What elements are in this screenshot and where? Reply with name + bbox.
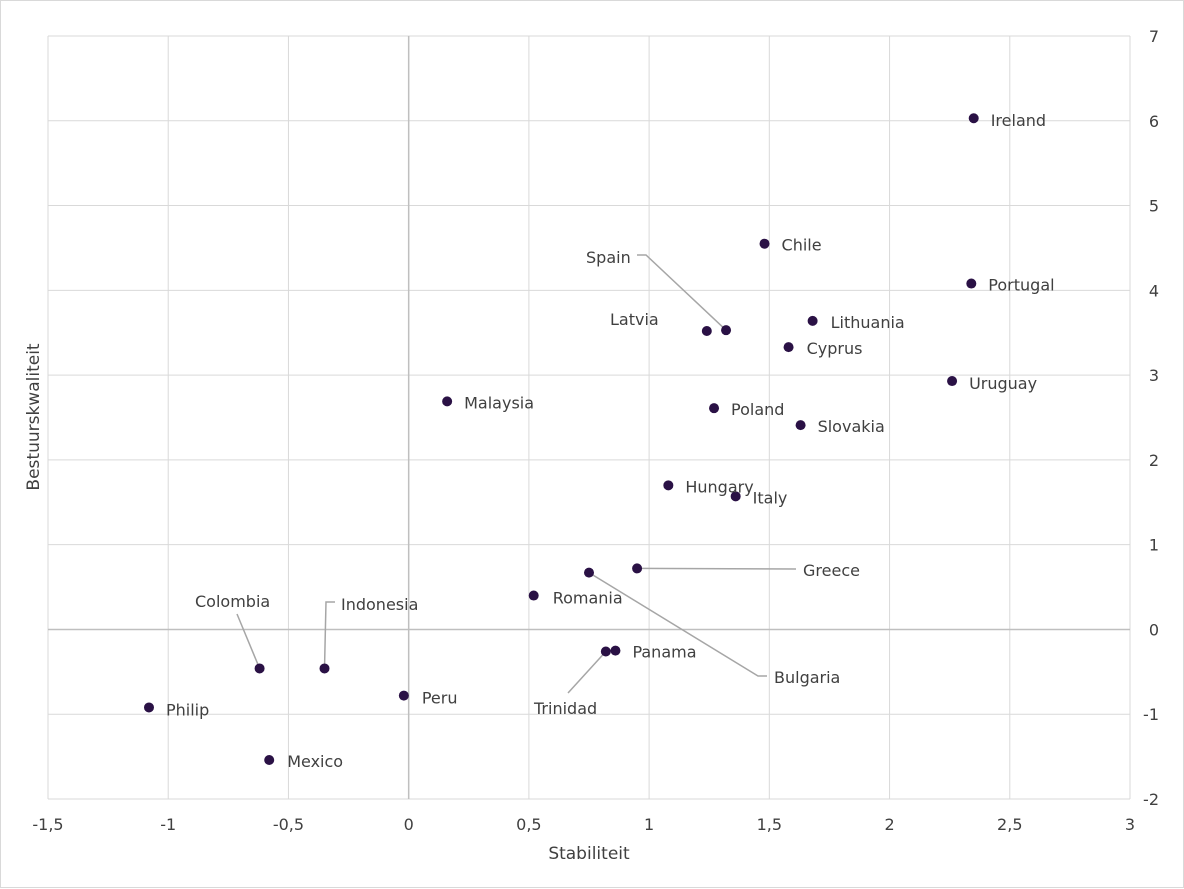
y-axis-title: Bestuurskwaliteit [24,343,44,490]
label-ireland: Ireland [991,111,1046,130]
label-romania: Romania [553,589,623,608]
point-indonesia [319,663,330,674]
y-tick-label: 2 [1149,451,1159,470]
point-ireland [968,113,979,124]
x-tick-label: -0,5 [273,815,304,834]
label-mexico: Mexico [287,752,343,771]
label-poland: Poland [731,400,784,419]
leader-indonesia [323,601,335,669]
x-axis-ticks: -1,5 -1 -0,5 0 0,5 1 1,5 2 2,5 3 [32,815,1135,834]
point-lithuania [807,315,818,326]
point-bulgaria [584,567,594,578]
x-tick-label: 1,5 [757,815,782,834]
y-tick-label: 5 [1149,197,1159,216]
label-trinidad: Trinidad [533,699,597,718]
leader-colombia [236,613,261,669]
y-tick-label: -2 [1143,790,1159,809]
point-labels: Ireland Chile Portugal Spain Latvia Lithuania… [166,111,1055,771]
point-greece [632,563,643,574]
y-tick-label: 3 [1149,366,1159,385]
point-poland [709,403,720,414]
y-axis-ticks: -2 -1 0 1 2 3 4 5 6 7 [1143,27,1159,809]
label-malaysia: Malaysia [464,393,534,412]
y-tick-label: 1 [1149,536,1159,555]
axes [48,36,1130,799]
x-tick-label: -1 [160,815,176,834]
label-uruguay: Uruguay [969,374,1037,393]
point-peru [398,690,409,701]
y-tick-label: -1 [1143,705,1159,724]
x-tick-label: 2,5 [997,815,1022,834]
x-tick-label: 0,5 [516,815,541,834]
y-tick-label: 4 [1149,281,1159,300]
leader-spain [637,254,727,331]
label-greece: Greece [803,561,860,580]
y-tick-label: 0 [1149,620,1159,639]
gridlines [47,35,1131,800]
point-spain [721,325,732,336]
label-italy: Italy [753,488,788,507]
label-slovakia: Slovakia [818,417,885,436]
y-tick-label: 7 [1149,27,1159,46]
leader-trinidad [567,650,607,694]
label-chile: Chile [782,236,822,255]
x-tick-label: 2 [884,815,894,834]
point-latvia [701,326,712,337]
label-hungary: Hungary [685,477,753,496]
point-romania [528,590,539,601]
label-panama: Panama [632,643,696,662]
x-tick-label: 0 [404,815,414,834]
label-peru: Peru [422,689,458,708]
label-lithuania: Lithuania [831,313,905,332]
point-panama [610,645,621,656]
point-hungary [663,480,674,491]
point-malaysia [442,396,453,407]
label-latvia: Latvia [610,310,659,329]
point-philip [143,702,154,713]
point-colombia [254,663,265,674]
data-points [143,113,979,766]
label-indonesia: Indonesia [341,595,418,614]
x-tick-label: 3 [1125,815,1135,834]
label-portugal: Portugal [988,276,1054,295]
y-tick-label: 6 [1149,112,1159,131]
leader-greece [637,567,797,570]
x-tick-label: -1,5 [32,815,63,834]
point-portugal [966,278,977,289]
point-chile [759,238,770,249]
label-philip: Philip [166,700,209,719]
point-cyprus [783,342,794,353]
point-uruguay [947,376,958,387]
leader-bulgaria [588,572,767,677]
label-colombia: Colombia [195,592,270,611]
label-bulgaria: Bulgaria [774,668,840,687]
x-axis-title: Stabiliteit [548,844,630,864]
leader-lines [236,254,797,694]
point-italy [730,491,741,502]
point-mexico [264,755,275,766]
label-spain: Spain [586,248,631,267]
x-tick-label: 1 [644,815,654,834]
point-trinidad [600,646,611,657]
label-cyprus: Cyprus [807,339,863,358]
point-slovakia [795,420,806,431]
